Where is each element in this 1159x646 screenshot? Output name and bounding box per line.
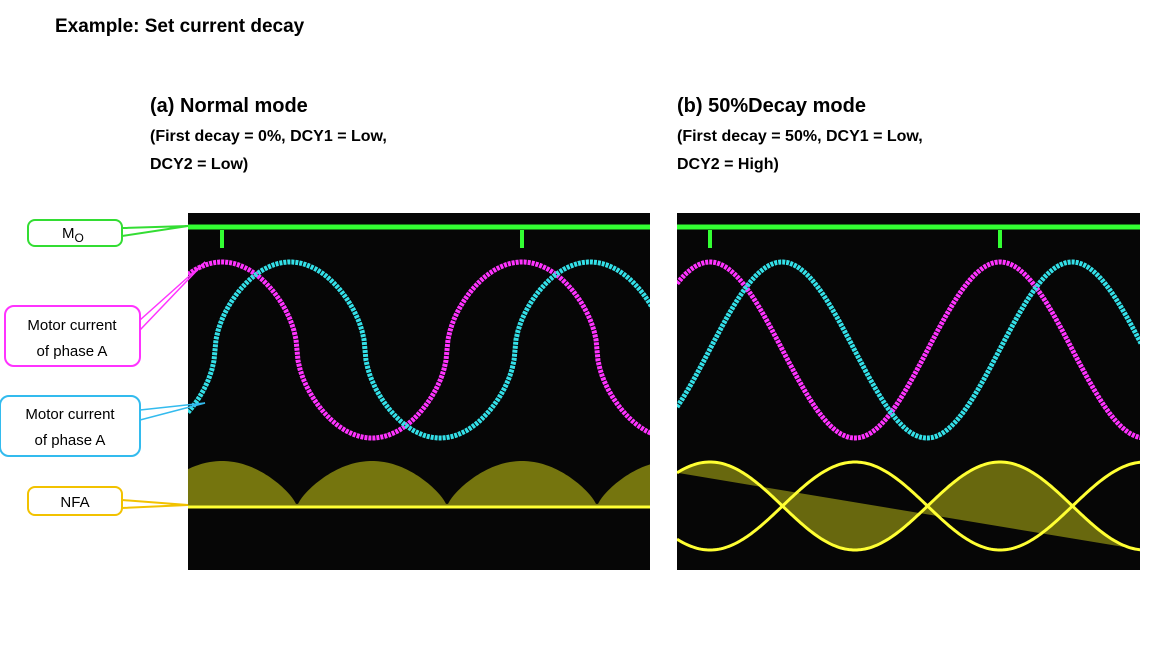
trace-current-a [188, 259, 650, 441]
panel-heading: (b) 50%Decay mode [677, 95, 866, 117]
trace-current-a [677, 259, 1140, 441]
callout: MO [27, 219, 189, 247]
trace-nfa [677, 460, 1140, 552]
trace-marker [708, 230, 712, 248]
waveforms [677, 224, 1140, 552]
callout-label: of phase A [37, 343, 108, 360]
callout-label: MO [62, 225, 84, 245]
trace-nfa [677, 460, 1140, 552]
callout-label: of phase A [35, 432, 106, 449]
trace-marker [998, 230, 1002, 248]
panel-subtitle: DCY2 = High) [677, 156, 779, 173]
callout-label: Motor current [25, 406, 115, 423]
callout: Motor current of phase A [4, 261, 206, 367]
panel-heading: (a) Normal mode [150, 95, 308, 117]
trace-marker [520, 230, 524, 248]
trace-current-b [188, 259, 650, 441]
callout: Motor current of phase A [0, 395, 206, 457]
callout-label: NFA [60, 494, 89, 511]
trace-nfa-fill [188, 461, 650, 507]
trace-current-b [677, 259, 1140, 441]
callout-label: Motor current [27, 317, 117, 334]
panel-subtitle: DCY2 = Low) [150, 156, 248, 173]
trace-nfa-fill [677, 462, 1140, 550]
callout: NFA [27, 486, 189, 516]
page-title: Example: Set current decay [55, 16, 305, 37]
waveforms [188, 224, 650, 509]
scope-screen [188, 213, 650, 570]
panel-subtitle: (First decay = 0%, DCY1 = Low, [150, 128, 387, 145]
trace-marker [220, 230, 224, 248]
panel-subtitle: (First decay = 50%, DCY1 = Low, [677, 128, 923, 145]
